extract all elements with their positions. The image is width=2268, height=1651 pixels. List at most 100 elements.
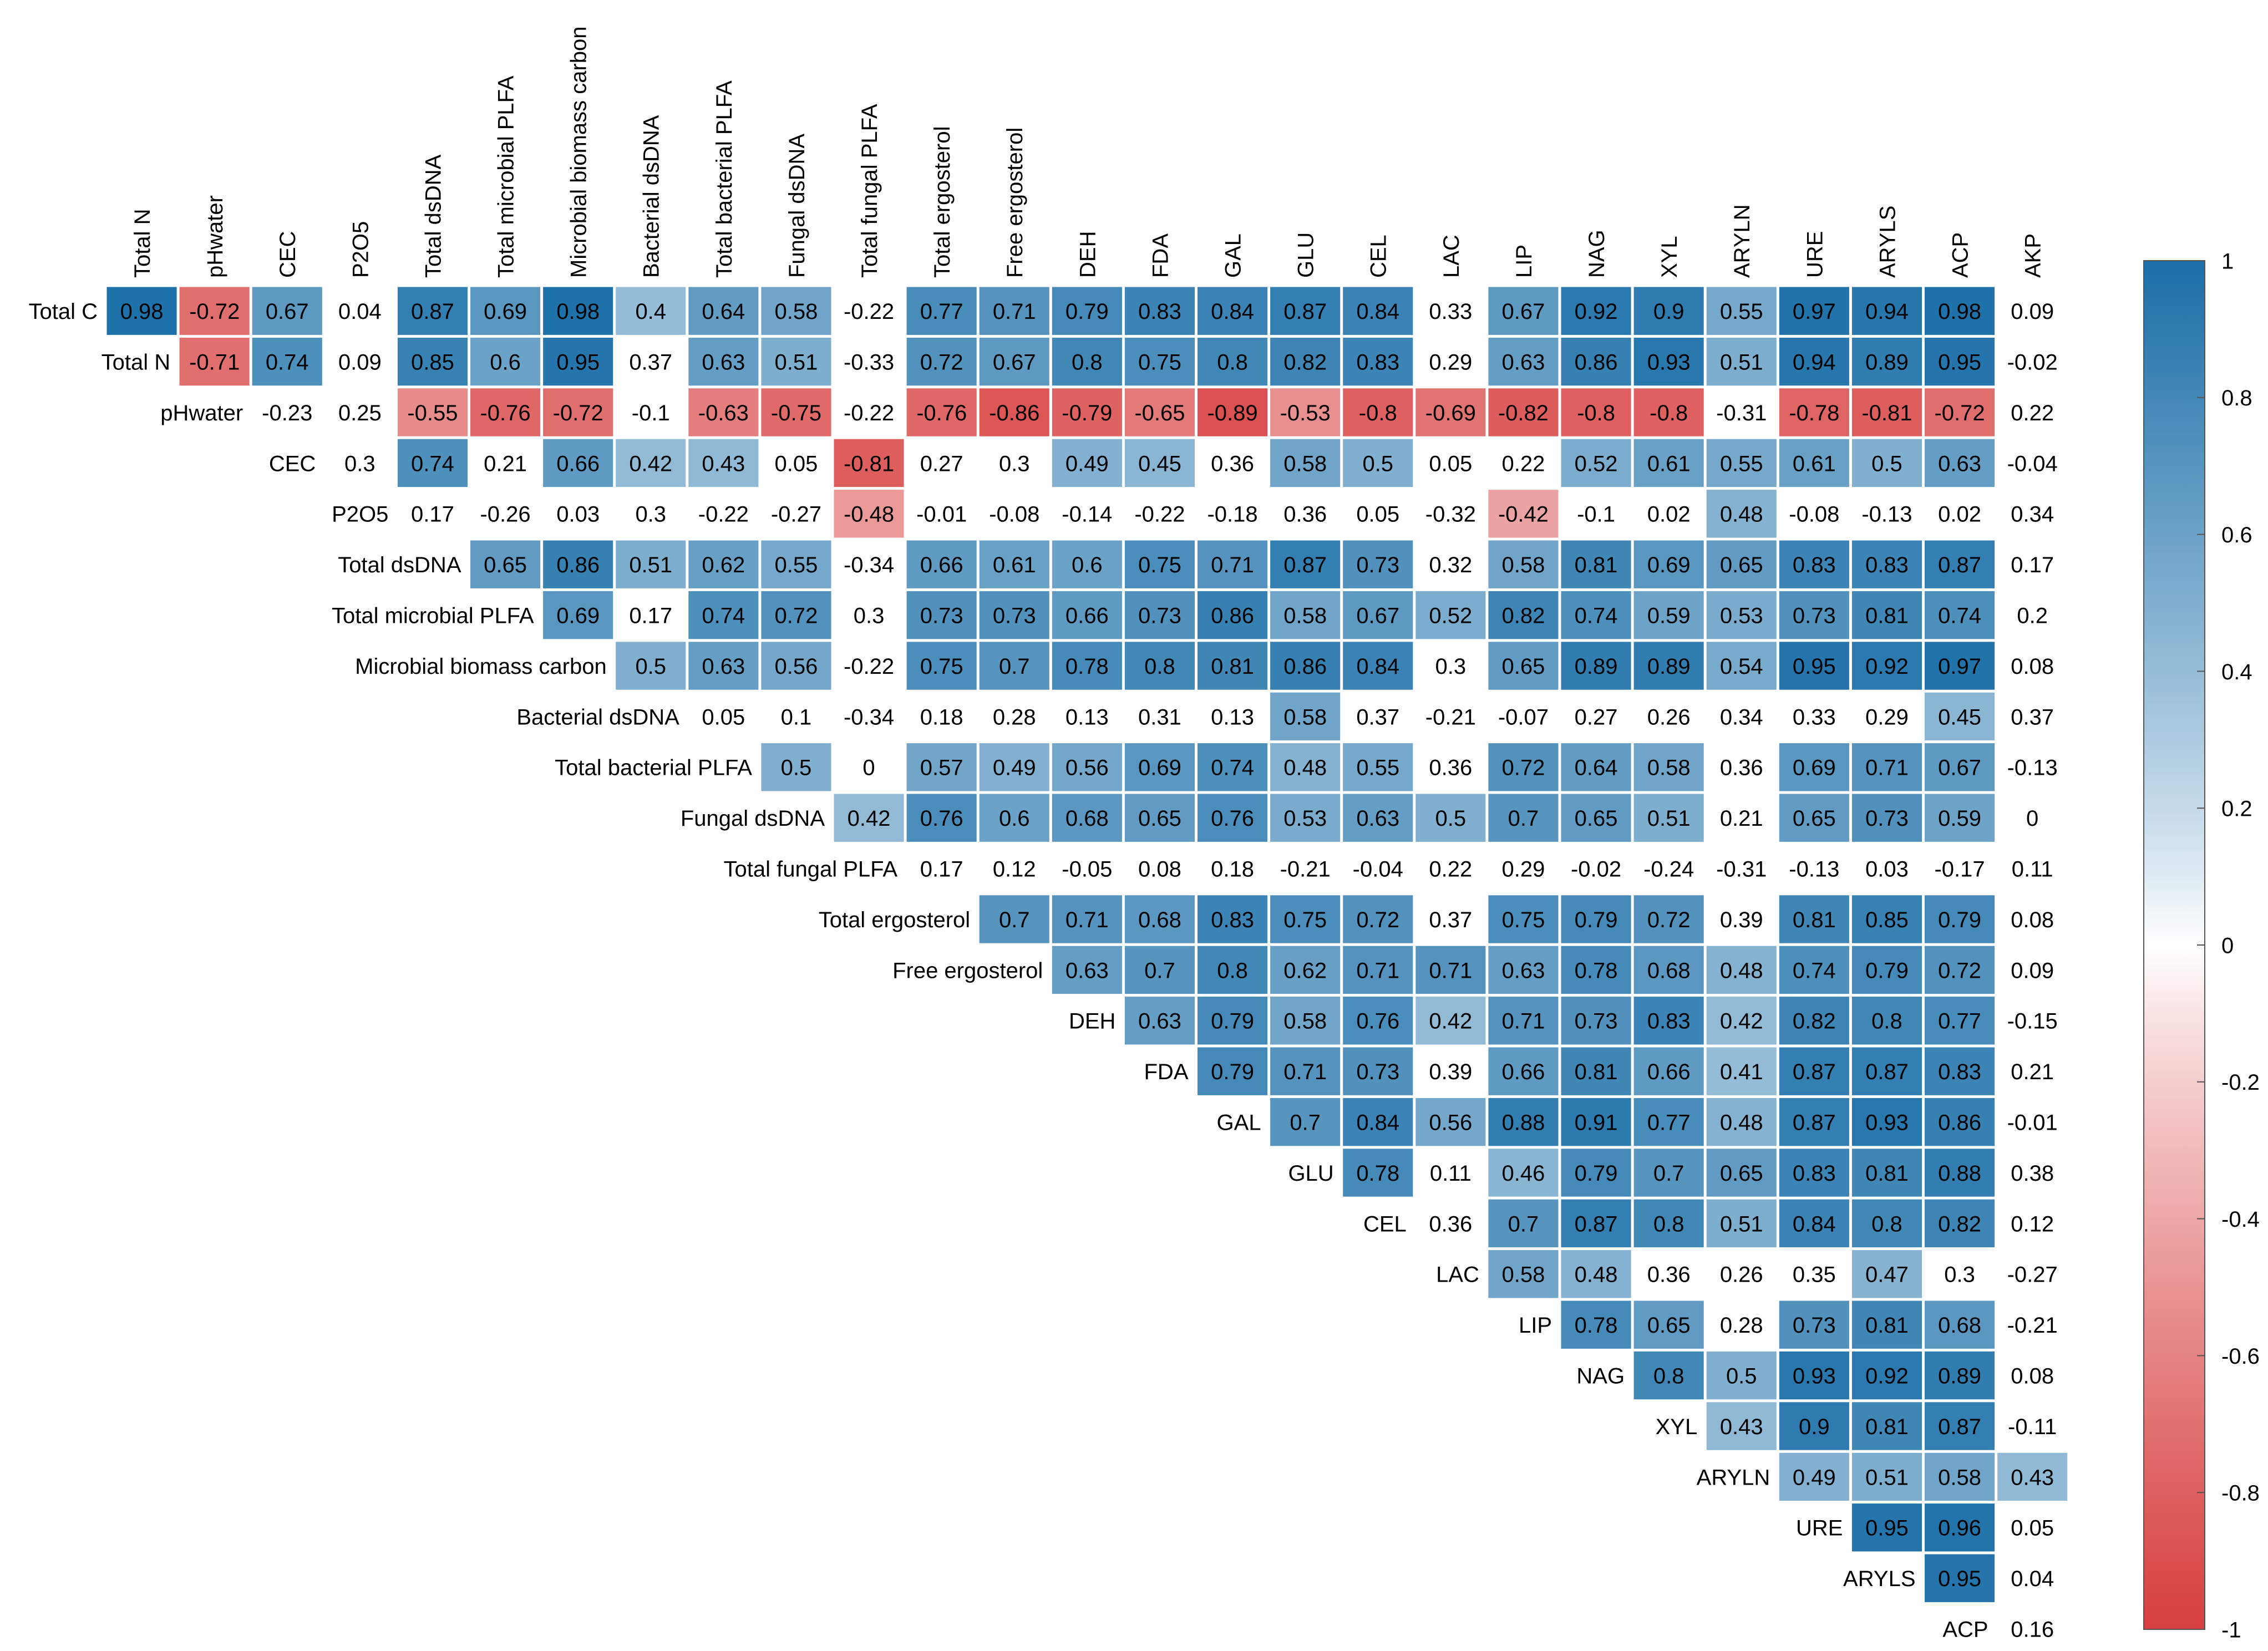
- cell-value-label: 0.96: [1938, 1516, 1981, 1541]
- row-label-glu: GLU: [1288, 1161, 1333, 1186]
- heatmap-cell: [179, 287, 250, 335]
- column-label-nag: NAG: [1585, 230, 1609, 278]
- column-label-p2o5: P2O5: [348, 221, 373, 278]
- heatmap-cell: [1343, 388, 1413, 436]
- cell-value-label: 0.8: [1871, 1009, 1902, 1034]
- cell-value-label: 0.73: [1793, 604, 1836, 628]
- cell-value-label: 0.45: [1138, 451, 1181, 476]
- heatmap-cell: [1415, 388, 1486, 436]
- cell-value-label: 0.72: [1502, 756, 1545, 780]
- cell-value-label: 0.65: [1502, 654, 1545, 679]
- column-label-phwater: pHwater: [203, 195, 227, 278]
- heatmap-cell: [1270, 946, 1341, 994]
- cell-value-label: -0.22: [698, 502, 749, 527]
- cell-value-label: 0.98: [556, 299, 600, 324]
- heatmap-cell: [1851, 388, 1922, 436]
- heatmap-cell: [979, 895, 1049, 943]
- cell-value-label: -0.31: [1716, 857, 1767, 882]
- cell-value-label: 0.56: [1429, 1111, 1472, 1135]
- heatmap-cell: [906, 794, 977, 842]
- cell-value-label: 0.72: [920, 350, 963, 375]
- cell-value-label: 0.75: [1138, 553, 1181, 577]
- cell-value-label: 0.8: [1217, 350, 1248, 375]
- heatmap-cell: [1343, 439, 1413, 487]
- cell-value-label: 0.7: [1144, 958, 1175, 983]
- cell-value-label: 0.75: [1138, 350, 1181, 375]
- heatmap-cell: [834, 794, 904, 842]
- heatmap-cell: [834, 490, 904, 538]
- cell-value-label: 0.5: [1726, 1364, 1757, 1389]
- cell-value-label: 0.7: [999, 654, 1030, 679]
- cell-value-label: 0.33: [1429, 299, 1472, 324]
- heatmap-cell: [1925, 1301, 1995, 1349]
- heatmap-cell: [1124, 794, 1195, 842]
- heatmap-cell: [1561, 287, 1631, 335]
- cell-value-label: 0.68: [1138, 908, 1181, 932]
- cell-value-label: 0.03: [556, 502, 600, 527]
- colorbar-tick-label: 0: [2221, 933, 2234, 958]
- heatmap-cell: [1270, 337, 1341, 386]
- heatmap-cell: [397, 287, 468, 335]
- heatmap-cell: [1124, 642, 1195, 690]
- column-label-total-dsdna: Total dsDNA: [421, 154, 445, 278]
- cell-value-label: -0.22: [844, 654, 894, 679]
- cell-value-label: 0.66: [920, 553, 963, 577]
- heatmap-cell: [1633, 895, 1704, 943]
- cell-value-label: 0.81: [1865, 604, 1909, 628]
- cell-value-label: 0.87: [1575, 1212, 1618, 1236]
- cell-value-label: -0.31: [1716, 401, 1767, 425]
- cell-value-label: 0.42: [1720, 1009, 1763, 1034]
- heatmap-cell: [1851, 287, 1922, 335]
- cell-value-label: 0.63: [702, 654, 745, 679]
- heatmap-cell: [1633, 1047, 1704, 1095]
- cell-value-label: 0.65: [1720, 1161, 1763, 1186]
- cell-value-label: 0.29: [1429, 350, 1472, 375]
- heatmap-cell: [1706, 1047, 1777, 1095]
- cell-value-label: -0.72: [1934, 401, 1985, 425]
- heatmap-cell: [1052, 439, 1122, 487]
- cell-value-label: -0.72: [189, 299, 240, 324]
- heatmap-cell: [1633, 1301, 1704, 1349]
- cell-value-label: 0.35: [1793, 1263, 1836, 1287]
- cell-value-label: -0.81: [1861, 401, 1912, 425]
- cell-value-label: 0.42: [1429, 1009, 1472, 1034]
- column-label-total-fungal-plfa: Total fungal PLFA: [858, 104, 882, 278]
- cell-value-label: 0.95: [1793, 654, 1836, 679]
- heatmap-cell: [1997, 1452, 2068, 1501]
- heatmap-cell: [1561, 895, 1631, 943]
- cell-value-label: 0.5: [1362, 451, 1393, 476]
- heatmap-cell: [252, 337, 322, 386]
- heatmap-cell: [1052, 388, 1122, 436]
- heatmap-cell: [1052, 895, 1122, 943]
- heatmap-cell: [1561, 1199, 1631, 1248]
- cell-value-label: 0.83: [1865, 553, 1909, 577]
- heatmap-cell: [1851, 743, 1922, 791]
- column-label-glu: GLU: [1294, 232, 1318, 278]
- heatmap-cell: [543, 388, 613, 436]
- cell-value-label: 0.88: [1938, 1161, 1981, 1186]
- heatmap-cell: [1779, 1149, 1849, 1197]
- cell-value-label: 0.04: [2011, 1567, 2054, 1591]
- cell-value-label: -0.75: [771, 401, 821, 425]
- heatmap-cell: [1343, 743, 1413, 791]
- cell-value-label: 0.28: [1720, 1313, 1763, 1338]
- cell-value-label: 0.55: [1720, 451, 1763, 476]
- cell-value-label: 0.79: [1575, 1161, 1618, 1186]
- cell-value-label: 0.79: [1575, 908, 1618, 932]
- cell-value-label: -0.89: [1207, 401, 1257, 425]
- cell-value-label: 0.09: [2011, 958, 2054, 983]
- heatmap-cell: [616, 540, 686, 588]
- colorbar-tick-label: 1: [2221, 249, 2234, 273]
- cell-value-label: -0.21: [1280, 857, 1331, 882]
- heatmap-cell: [1925, 287, 1995, 335]
- heatmap-cell: [1779, 591, 1849, 639]
- cell-value-label: 0.63: [1938, 451, 1981, 476]
- cell-value-label: 0.12: [993, 857, 1036, 882]
- cell-value-label: 0.5: [781, 756, 812, 780]
- cell-value-label: 0.18: [920, 705, 963, 729]
- cell-value-label: 0.56: [1065, 756, 1109, 780]
- heatmap-cell: [1925, 1351, 1995, 1400]
- heatmap-cell: [1343, 1047, 1413, 1095]
- heatmap-cell: [1633, 540, 1704, 588]
